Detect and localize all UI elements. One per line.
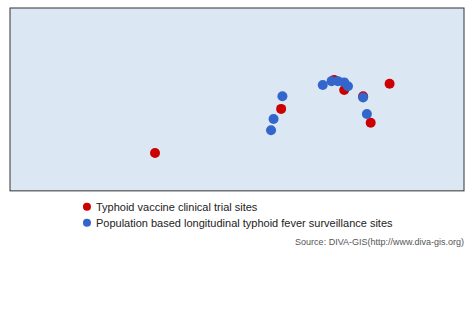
site-point bbox=[276, 104, 286, 114]
legend-item: Population based longitudinal typhoid fe… bbox=[83, 217, 393, 229]
site-point bbox=[366, 118, 376, 128]
site-point bbox=[358, 93, 368, 103]
site-point bbox=[269, 114, 279, 124]
site-point bbox=[150, 148, 160, 158]
site-point bbox=[277, 91, 287, 101]
plot-frame bbox=[10, 8, 464, 191]
plot-background bbox=[10, 8, 464, 191]
site-point bbox=[343, 81, 353, 91]
legend: Typhoid vaccine clinical trial sites Popu… bbox=[83, 201, 393, 229]
site-point bbox=[362, 109, 372, 119]
legend-swatch bbox=[83, 219, 91, 227]
site-point bbox=[318, 80, 328, 90]
legend-label: Typhoid vaccine clinical trial sites bbox=[96, 201, 258, 213]
legend-label: Population based longitudinal typhoid fe… bbox=[96, 217, 393, 229]
legend-item: Typhoid vaccine clinical trial sites bbox=[83, 201, 258, 213]
legend-swatch bbox=[83, 203, 91, 211]
chart: Typhoid vaccine clinical trial sites Popu… bbox=[0, 0, 474, 322]
site-point bbox=[266, 125, 276, 135]
site-point bbox=[385, 79, 395, 89]
source-note: Source: DIVA-GIS(http://www.diva-gis.org… bbox=[295, 237, 464, 247]
marks bbox=[150, 75, 395, 158]
